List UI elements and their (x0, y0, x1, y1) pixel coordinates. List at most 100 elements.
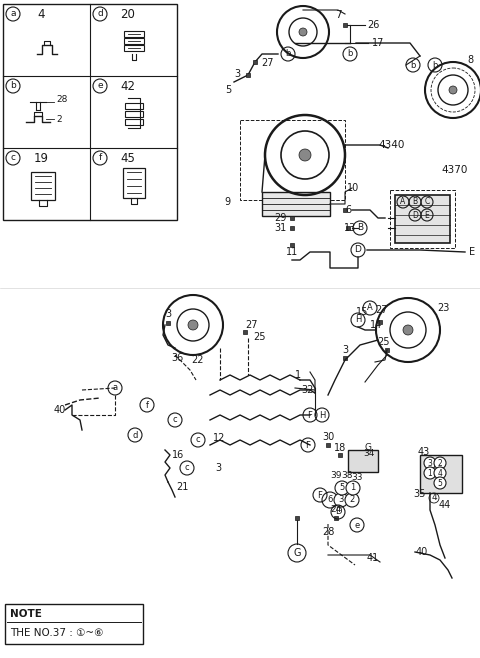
Text: 28: 28 (56, 95, 67, 105)
Text: 27: 27 (246, 320, 258, 330)
Text: 3: 3 (234, 69, 240, 79)
Text: 15: 15 (356, 307, 368, 317)
Bar (125, 119, 143, 125)
Text: d: d (97, 9, 103, 18)
Circle shape (424, 467, 436, 479)
Bar (124, 31, 144, 37)
Bar (378, 320, 382, 324)
Circle shape (403, 325, 413, 335)
Circle shape (434, 457, 446, 469)
Text: 36: 36 (171, 353, 183, 363)
Text: b: b (432, 61, 438, 70)
Text: 8: 8 (467, 55, 473, 65)
Circle shape (346, 481, 360, 495)
Bar (253, 60, 257, 64)
Text: 21: 21 (176, 482, 188, 492)
Bar (338, 453, 342, 457)
Text: c: c (185, 463, 189, 472)
Text: 22: 22 (191, 355, 203, 365)
Text: c: c (11, 153, 15, 163)
Circle shape (424, 457, 436, 469)
Text: 29: 29 (274, 213, 286, 223)
Text: 44: 44 (439, 500, 451, 510)
Text: F: F (318, 490, 323, 499)
Text: 18: 18 (334, 443, 346, 453)
Bar (290, 226, 294, 230)
Circle shape (449, 86, 457, 94)
Circle shape (299, 149, 311, 161)
Text: 39: 39 (330, 470, 342, 480)
Circle shape (434, 467, 446, 479)
Text: G: G (293, 548, 301, 558)
Text: 6: 6 (345, 205, 351, 215)
Text: G: G (364, 443, 372, 453)
Text: 27: 27 (376, 305, 388, 315)
Text: b: b (285, 49, 291, 59)
Bar (390, 190, 455, 248)
Text: 19: 19 (34, 151, 48, 164)
Bar (166, 321, 170, 325)
Text: 30: 30 (322, 432, 334, 442)
Text: 26: 26 (367, 20, 379, 30)
Text: 1: 1 (428, 468, 432, 478)
Bar (343, 208, 347, 212)
Text: 43: 43 (418, 447, 430, 457)
Text: H: H (319, 411, 325, 420)
Text: 42: 42 (120, 80, 135, 93)
Text: 17: 17 (372, 38, 384, 48)
Text: F: F (306, 440, 311, 449)
Text: 25: 25 (254, 332, 266, 342)
Text: b: b (348, 49, 353, 59)
Text: 14: 14 (370, 320, 382, 330)
Text: 11: 11 (286, 247, 298, 257)
Text: E: E (425, 211, 430, 220)
Text: 24: 24 (330, 505, 342, 515)
Bar (246, 73, 250, 77)
Text: 3: 3 (342, 345, 348, 355)
Text: 13: 13 (344, 223, 356, 233)
Bar (295, 516, 299, 520)
Text: b: b (410, 61, 416, 70)
Text: f: f (98, 153, 102, 163)
Text: 4: 4 (37, 7, 45, 20)
Circle shape (299, 28, 307, 36)
Text: 5: 5 (225, 85, 231, 95)
Text: a: a (10, 9, 16, 18)
Text: c: c (196, 436, 200, 445)
Text: 4340: 4340 (379, 140, 405, 150)
Text: 3: 3 (338, 495, 344, 505)
Text: B: B (412, 197, 418, 207)
Bar (262, 192, 330, 216)
Bar (326, 443, 330, 447)
Circle shape (334, 493, 348, 507)
Text: 10: 10 (347, 183, 359, 193)
Text: 9: 9 (224, 197, 230, 207)
Bar (124, 38, 144, 44)
Text: 2: 2 (56, 114, 61, 124)
Text: 40: 40 (54, 405, 66, 415)
Text: C: C (424, 197, 430, 207)
Text: a: a (112, 384, 118, 393)
Bar (348, 450, 378, 472)
Text: 4370: 4370 (442, 165, 468, 175)
Bar (395, 195, 450, 243)
Circle shape (434, 477, 446, 489)
Bar (385, 348, 389, 352)
Text: 16: 16 (172, 450, 184, 460)
Text: e: e (354, 520, 360, 530)
Bar (343, 356, 347, 360)
Text: 2: 2 (438, 459, 443, 467)
Text: c: c (173, 415, 177, 424)
Text: 3: 3 (428, 459, 432, 467)
Text: 23: 23 (437, 303, 449, 313)
Bar (5, 604, 143, 644)
Bar (290, 243, 294, 247)
Text: 4: 4 (438, 468, 443, 478)
Text: 5: 5 (438, 478, 443, 488)
Text: D: D (335, 507, 341, 517)
Text: NOTE: NOTE (10, 609, 42, 619)
Bar (124, 45, 144, 51)
Text: H: H (355, 315, 361, 324)
Text: D: D (412, 211, 418, 220)
Text: b: b (10, 82, 16, 91)
